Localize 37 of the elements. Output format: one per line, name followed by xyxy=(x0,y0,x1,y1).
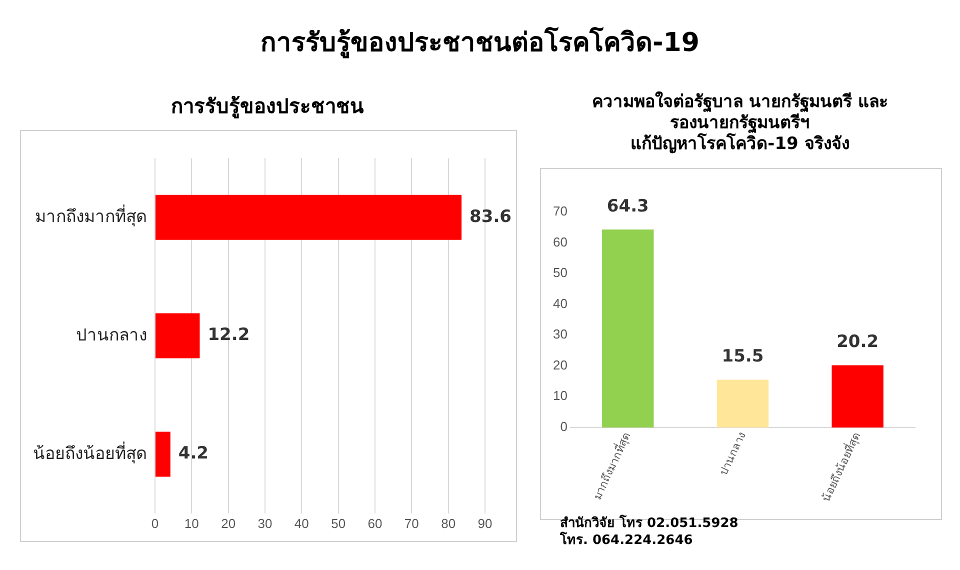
bar xyxy=(156,313,200,358)
data-label: 12.2 xyxy=(208,325,250,346)
y-tick-label: 30 xyxy=(552,326,568,342)
data-label: 83.6 xyxy=(470,206,512,227)
y-tick-label: 20 xyxy=(552,357,568,372)
data-label: 20.2 xyxy=(836,332,879,352)
y-tick-label: มากถึงมากที่สุด xyxy=(35,204,147,228)
chart-subtitle: การรับรู้ของประชาชน xyxy=(170,93,365,120)
x-tick-label: 0 xyxy=(151,516,159,531)
x-tick-label: 50 xyxy=(331,516,346,531)
bar xyxy=(602,230,654,428)
text: โทร. 064.224.2646 xyxy=(560,532,694,549)
data-label: 4.2 xyxy=(178,444,209,464)
chart-title: ความพอใจต่อรัฐบาล นายกรัฐมนตรี และ รองนายกรัฐมนตรีฯ แก้ปัญหาโรคโควิด-19 จริงจัง xyxy=(591,92,889,155)
y-tick-label: 60 xyxy=(552,234,568,250)
y-tick-label: 0 xyxy=(560,419,568,434)
x-tick-label: 30 xyxy=(258,516,272,531)
bar xyxy=(832,365,884,428)
text: สำนักวิจัย โทร 02.051.5928 xyxy=(560,515,738,532)
y-tick-label: 10 xyxy=(552,388,568,404)
chart-title: การรับรู้ของประชาชนต่อโรคโควิด-19 xyxy=(260,28,700,58)
y-tick-label: 50 xyxy=(552,265,568,280)
x-tick-label: 90 xyxy=(478,516,492,531)
data-label: 64.3 xyxy=(606,196,649,216)
x-tick-label: 20 xyxy=(221,516,236,531)
x-tick-label: 70 xyxy=(404,516,419,531)
y-tick-label: ปานกลาง xyxy=(76,325,147,344)
x-tick-label: 60 xyxy=(368,516,382,531)
y-tick-label: 70 xyxy=(552,204,568,219)
bar xyxy=(716,380,769,428)
bar xyxy=(156,432,170,477)
y-tick-label: 40 xyxy=(552,296,568,311)
x-tick-label: 40 xyxy=(294,516,309,531)
data-label: 15.5 xyxy=(722,346,764,367)
x-tick-label: 80 xyxy=(441,516,456,531)
bar xyxy=(156,194,462,240)
x-tick-label: 10 xyxy=(184,516,199,531)
